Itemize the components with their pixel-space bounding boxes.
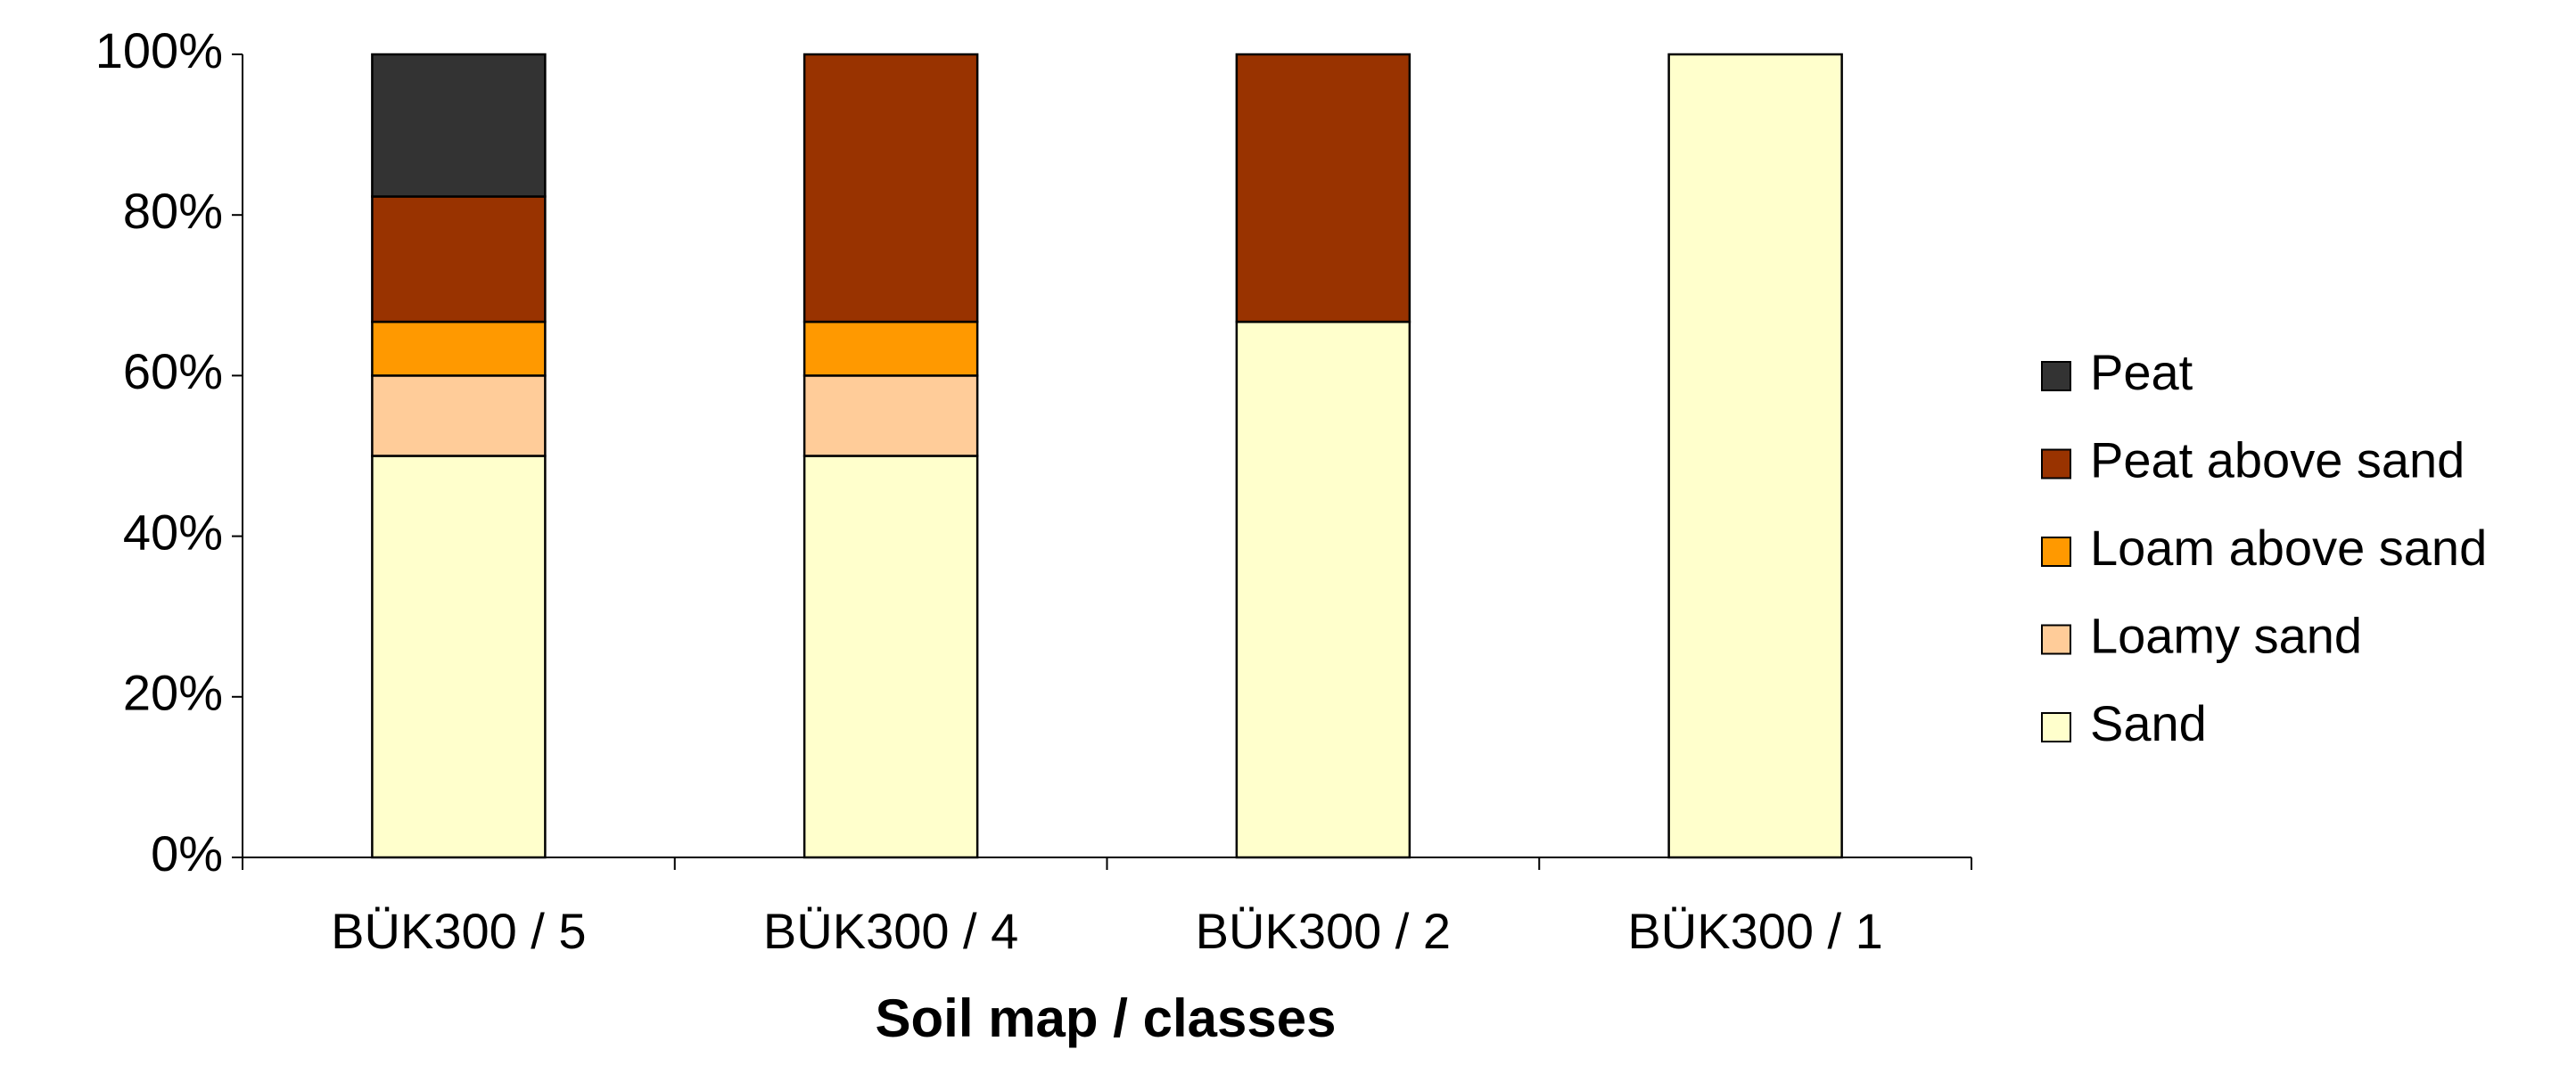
bar-segment: [371, 53, 547, 198]
bar-segment: [1667, 53, 1843, 859]
x-tick-label: BÜK300 / 4: [763, 903, 1018, 959]
x-tick-label: BÜK300 / 1: [1627, 903, 1882, 959]
legend-swatch: [2041, 361, 2071, 391]
legend-label: Peat above sand: [2090, 431, 2465, 488]
y-tick-label: 60%: [123, 343, 223, 399]
bar-segment: [802, 374, 979, 457]
legend-swatch: [2041, 448, 2071, 480]
bar-segment: [802, 320, 979, 377]
legend-swatch: [2041, 712, 2071, 742]
y-tick-label: 20%: [123, 665, 223, 721]
legend-label: Loam above sand: [2090, 520, 2487, 576]
y-tick-label: 80%: [123, 183, 223, 239]
legend-label: Loamy sand: [2090, 607, 2362, 663]
bar-segment: [1235, 320, 1411, 859]
y-tick-label: 0%: [151, 825, 223, 881]
bar-segment: [371, 195, 547, 324]
x-tick-label: BÜK300 / 5: [331, 903, 586, 959]
legend-label: Peat: [2090, 344, 2193, 400]
x-tick-label: BÜK300 / 2: [1196, 903, 1451, 959]
y-tick-label: 100%: [95, 22, 223, 78]
y-tick-label: 40%: [123, 504, 223, 560]
legend-swatch: [2041, 624, 2071, 655]
bar-segment: [371, 455, 547, 859]
legend-label: Sand: [2090, 695, 2207, 751]
bar-segment: [802, 53, 979, 324]
bar-segment: [802, 455, 979, 859]
x-axis-title: Soil map / classes: [876, 988, 1337, 1048]
bar-segment: [1235, 53, 1411, 324]
bar-segment: [371, 320, 547, 377]
legend-swatch: [2041, 537, 2071, 567]
bar-segment: [371, 374, 547, 457]
